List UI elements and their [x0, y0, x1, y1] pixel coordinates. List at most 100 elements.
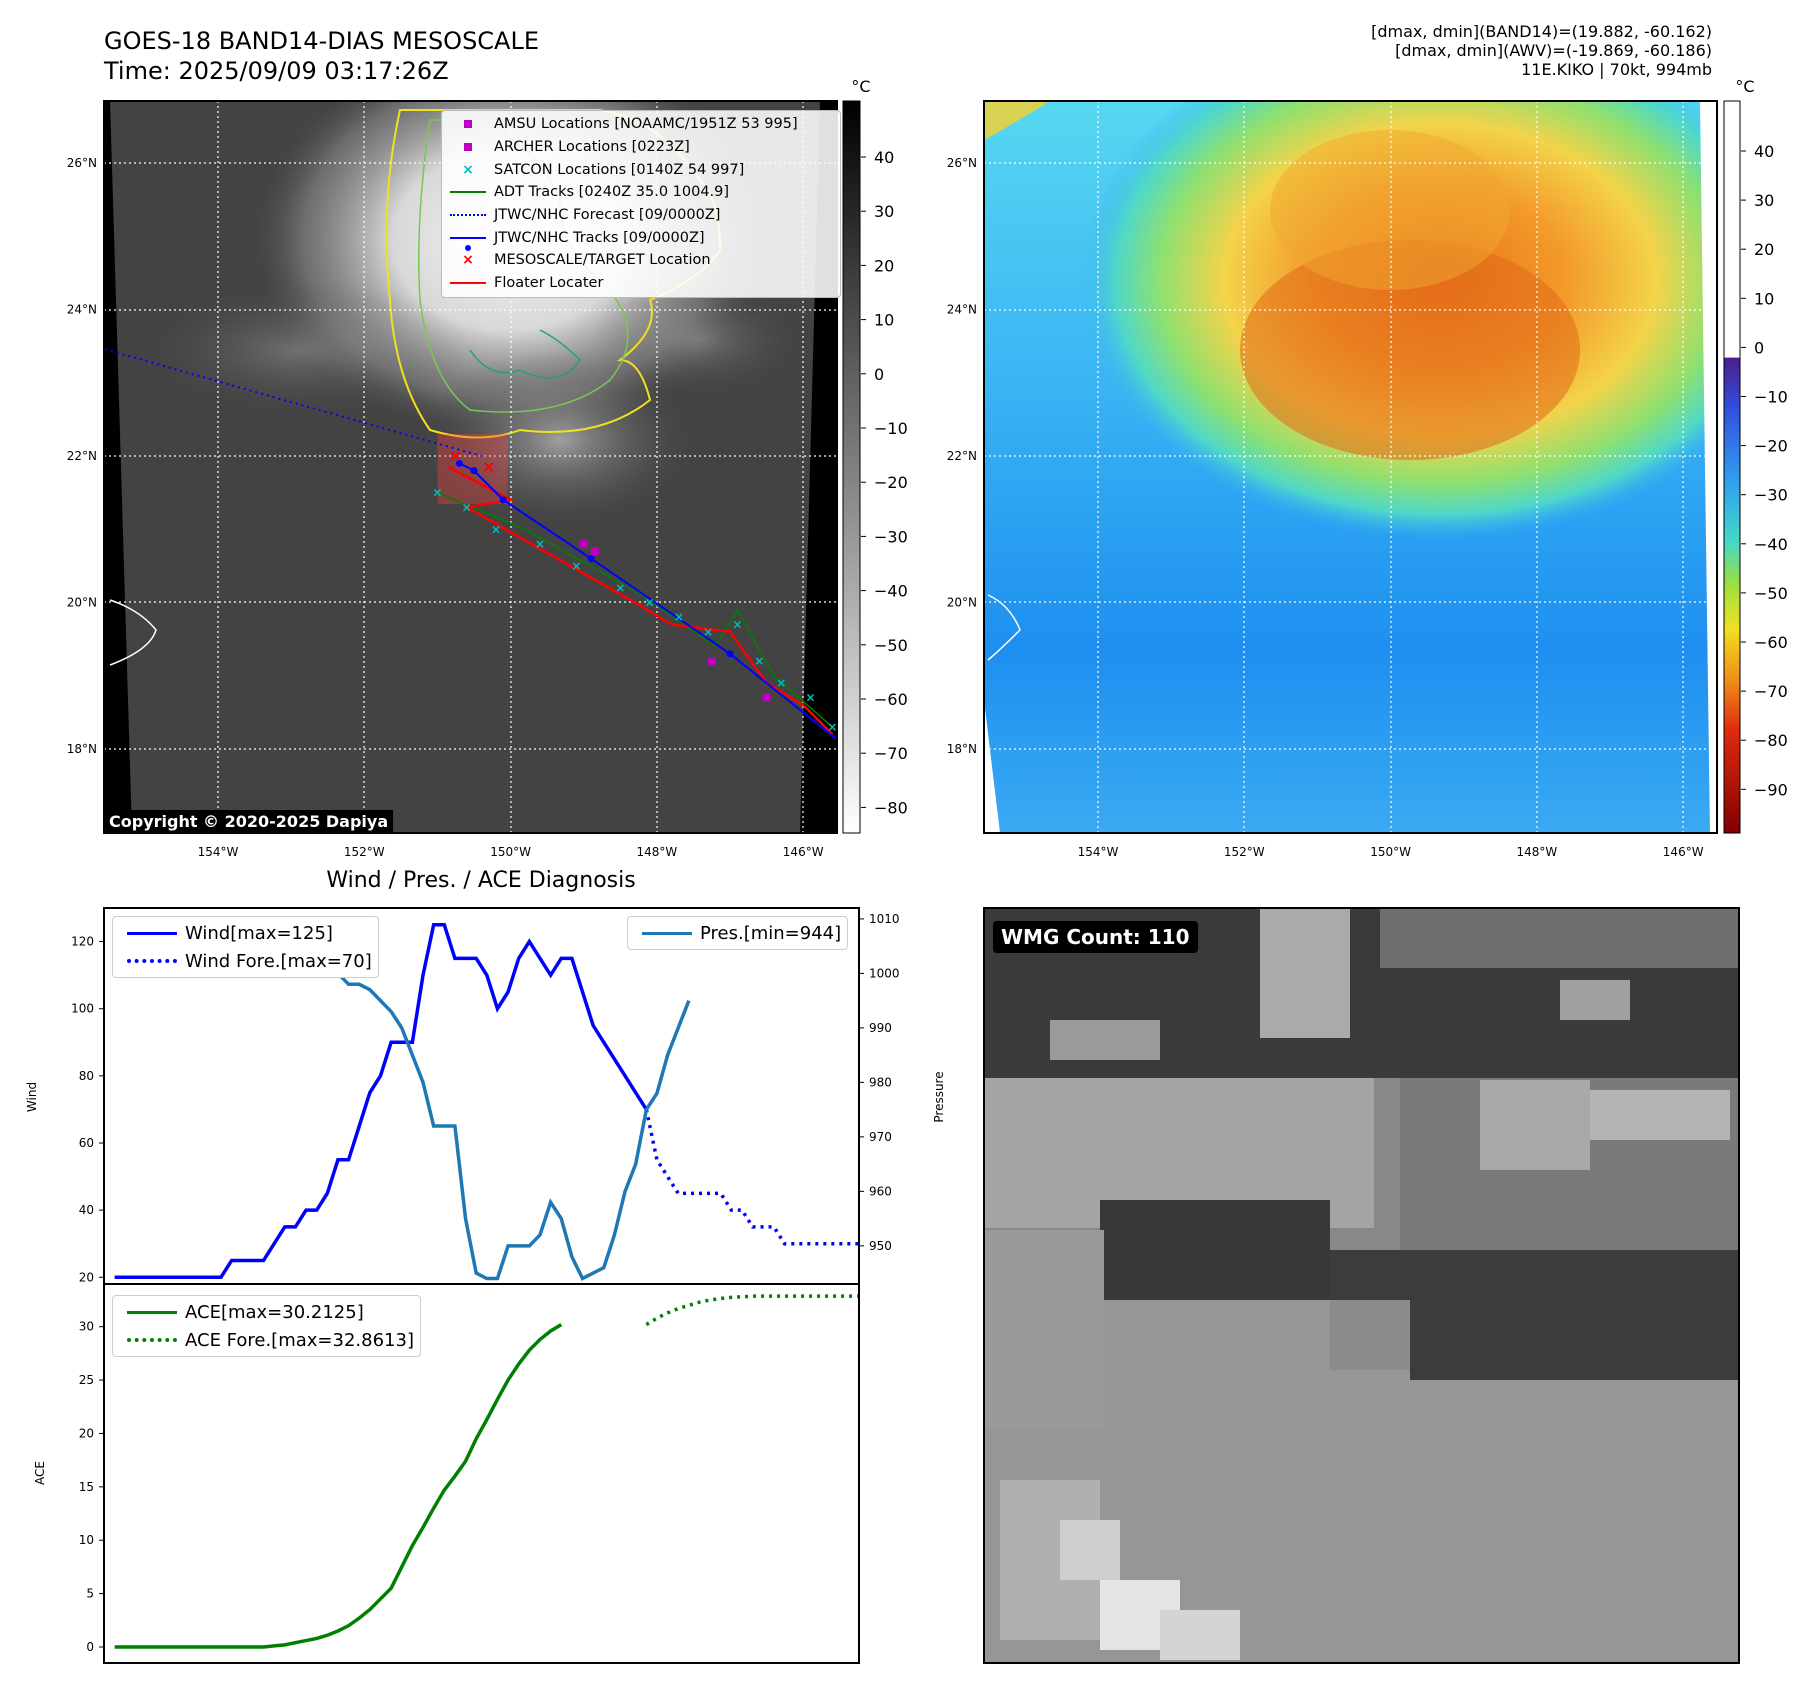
pressure-legend: Pres.[min=944] — [627, 916, 849, 950]
chart-title: Wind / Pres. / ACE Diagnosis — [326, 868, 635, 893]
colorbar-tick-label: −90 — [1754, 780, 1788, 799]
ace-chart: 0 5 10 15 20 25 30 — [79, 1294, 859, 1654]
satcon-point: × — [535, 537, 545, 551]
dotted-line-icon — [127, 1338, 177, 1342]
y-tick-label: 25 — [79, 1373, 94, 1387]
legend-item-archer: ARCHER Locations [0223Z] — [448, 136, 834, 159]
legend-label: Pres.[min=944] — [700, 922, 842, 944]
forecast-track — [104, 348, 482, 457]
ace-axis-label: ACE — [33, 1461, 47, 1485]
y-tick-label: 20 — [79, 1426, 94, 1440]
legend-label: ACE[max=30.2125] — [185, 1301, 364, 1323]
adt-track — [437, 491, 833, 728]
y-tick-label: 5 — [86, 1587, 94, 1601]
y-tick-label: 100 — [71, 1002, 94, 1016]
ir-colorbar-unit: °C — [851, 77, 870, 96]
colorbar-tick-label: −70 — [874, 744, 908, 763]
colorbar-tick-label: −40 — [1754, 535, 1788, 554]
y-right-tick-label: 980 — [869, 1075, 892, 1089]
lat-label: 22°N — [67, 449, 97, 463]
legend-label: Wind Fore.[max=70] — [185, 950, 372, 972]
square-marker-icon — [448, 120, 488, 129]
lat-label: 20°N — [67, 596, 97, 610]
lon-label: 148°W — [1517, 845, 1558, 859]
colorbar-tick-label: 40 — [1754, 142, 1774, 161]
y-tick-label: 20 — [79, 1270, 94, 1284]
colorbar-tick-label: 0 — [1754, 338, 1764, 357]
series-line — [114, 923, 648, 1280]
satcon-point: × — [462, 500, 472, 514]
colorbar-tick-label: −10 — [874, 419, 908, 438]
lat-label: 18°N — [947, 742, 977, 756]
colorbar-tick-label: 30 — [1754, 191, 1774, 210]
series-line — [644, 1109, 859, 1246]
colorbar-tick-label: −80 — [1754, 731, 1788, 750]
solid-line-icon — [127, 1310, 177, 1314]
awv-stats: [dmax, dmin](AWV)=(-19.869, -60.186) — [1395, 41, 1712, 60]
solid-line-icon — [448, 191, 488, 194]
lon-label: 154°W — [198, 845, 239, 859]
wmg-frame — [983, 907, 1740, 1664]
awv-colorbar — [1723, 100, 1741, 834]
lat-label: 26°N — [947, 156, 977, 170]
y-tick-label: 15 — [79, 1480, 94, 1494]
wind-legend: Wind[max=125] Wind Fore.[max=70] — [112, 916, 379, 978]
figure-time: Time: 2025/09/09 03:17:26Z — [104, 57, 449, 85]
ir-track-overlay: × × × × × × × × × × × × × × × × — [104, 348, 837, 744]
y-tick-label: 0 — [86, 1640, 94, 1654]
y-right-tick-label: 970 — [869, 1130, 892, 1144]
ace-legend: ACE[max=30.2125] ACE Fore.[max=32.8613] — [112, 1295, 421, 1357]
amsu-point — [579, 539, 588, 548]
floater-track — [447, 465, 834, 736]
colorbar-tick-label: 10 — [1754, 289, 1774, 308]
awv-frame — [983, 100, 1718, 834]
lon-label: 148°W — [637, 845, 678, 859]
x-marker-icon: × — [462, 161, 474, 178]
square-marker-icon — [448, 143, 488, 152]
lat-label: 20°N — [947, 596, 977, 610]
legend-item-adt: ADT Tracks [0240Z 35.0 1004.9] — [448, 181, 834, 204]
legend-label: Floater Locater — [494, 275, 604, 292]
legend-item-target: × MESOSCALE/TARGET Location — [448, 249, 834, 272]
awv-lon-labels: 154°W 152°W 150°W 148°W 146°W — [1078, 845, 1704, 859]
solid-line-icon — [642, 931, 692, 935]
legend-item-ace-fore: ACE Fore.[max=32.8613] — [119, 1326, 414, 1354]
colorbar-tick-label: −50 — [874, 636, 908, 655]
x-marker-icon: × — [462, 252, 474, 269]
dotted-line-icon — [448, 214, 488, 217]
colorbar-tick-label: −30 — [1754, 486, 1788, 505]
ir-colorbar — [842, 100, 861, 834]
amsu-point — [590, 547, 599, 556]
legend-label: AMSU Locations [NOAAMC/1951Z 53 995] — [494, 116, 798, 133]
wmg-imagery — [984, 908, 1739, 1663]
storm-info: 11E.KIKO | 70kt, 994mb — [1521, 60, 1712, 79]
legend-label: Wind[max=125] — [185, 922, 333, 944]
jtwc-point — [470, 467, 478, 475]
ir-legend: AMSU Locations [NOAAMC/1951Z 53 995] ARC… — [441, 110, 841, 298]
lat-label: 18°N — [67, 742, 97, 756]
y-tick-label: 120 — [71, 935, 94, 949]
jtwc-point — [455, 459, 463, 467]
satcon-point: × — [571, 559, 581, 573]
ir-lat-labels: 26°N 24°N 22°N 20°N 18°N — [67, 156, 97, 756]
legend-label: ADT Tracks [0240Z 35.0 1004.9] — [494, 184, 730, 201]
legend-item-satcon: × SATCON Locations [0140Z 54 997] — [448, 158, 834, 181]
legend-item-wind-fore: Wind Fore.[max=70] — [119, 947, 372, 975]
awv-lat-labels: 26°N 24°N 22°N 20°N 18°N — [947, 156, 977, 756]
satcon-point: × — [432, 486, 442, 500]
colorbar-tick-label: −10 — [1754, 388, 1788, 407]
awv-colorbar-unit: °C — [1735, 77, 1754, 96]
target-point: × — [482, 457, 495, 476]
legend-item-wind: Wind[max=125] — [119, 919, 372, 947]
copyright-label: Copyright © 2020-2025 Dapiya — [104, 810, 394, 833]
lon-label: 154°W — [1078, 845, 1119, 859]
pressure-axis-label: Pressure — [932, 1071, 946, 1122]
lon-label: 146°W — [1663, 845, 1704, 859]
lon-label: 150°W — [1370, 845, 1411, 859]
awv-imagery — [984, 101, 1717, 833]
satcon-point: × — [645, 596, 655, 610]
target-point: × — [449, 446, 462, 465]
lon-label: 152°W — [1224, 845, 1265, 859]
colorbar-tick-label: 40 — [874, 148, 894, 167]
awv-gridlines — [984, 101, 1717, 833]
